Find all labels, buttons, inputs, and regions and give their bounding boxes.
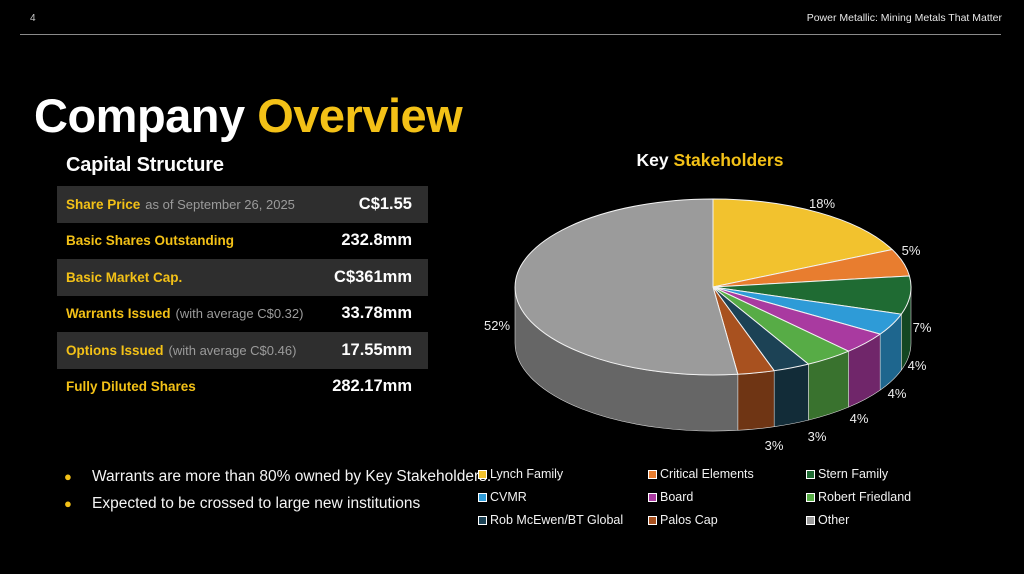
- legend-item: Stern Family: [806, 467, 911, 481]
- table-row-label: Fully Diluted Shares: [66, 379, 196, 395]
- pie-slice-label: 5%: [902, 243, 921, 258]
- table-row: Share Price as of September 26, 2025 C$1.…: [57, 186, 428, 223]
- pie-slice-label: 7%: [913, 320, 932, 335]
- legend-label: Stern Family: [818, 467, 889, 481]
- pie-slice-label: 4%: [888, 386, 907, 401]
- bullet-dot-icon: ●: [64, 496, 72, 511]
- pie-slice-side: [773, 363, 809, 427]
- table-row-label: Warrants Issued (with average C$0.32): [66, 306, 304, 322]
- legend-label: Lynch Family: [490, 467, 564, 481]
- stakeholders-heading-stakeholders: Stakeholders: [673, 150, 784, 170]
- table-row-value: 282.17mm: [332, 377, 412, 396]
- pie-slice-label: 4%: [908, 358, 927, 373]
- pie-slice-label: 4%: [850, 411, 869, 426]
- legend-item: Rob McEwen/BT Global: [478, 513, 648, 527]
- legend-item: Palos Cap: [648, 513, 806, 527]
- header-brand-text: Power Metallic: Mining Metals That Matte…: [806, 12, 1002, 24]
- bullet-list: ● Warrants are more than 80% owned by Ke…: [64, 463, 491, 517]
- bullet-item: ● Expected to be crossed to large new in…: [64, 490, 491, 517]
- pie-slice-label: 3%: [808, 429, 827, 444]
- table-row: Warrants Issued (with average C$0.32) 33.…: [57, 296, 428, 333]
- legend-label: Robert Friedland: [818, 490, 912, 504]
- pie-slice-label: 3%: [765, 438, 784, 453]
- legend-swatch-icon: [478, 469, 487, 479]
- legend-swatch-icon: [478, 515, 487, 525]
- table-row-label: Share Price as of September 26, 2025: [66, 196, 295, 212]
- legend-label: Other: [818, 513, 850, 527]
- legend-label: Palos Cap: [660, 513, 718, 527]
- page-number: 4: [30, 13, 36, 24]
- page-title: Company Overview: [34, 88, 463, 143]
- legend-swatch-icon: [478, 492, 487, 502]
- legend-label: Rob McEwen/BT Global: [490, 513, 624, 527]
- table-row: Options Issued (with average C$0.46) 17.5…: [57, 332, 428, 369]
- capital-structure-heading: Capital Structure: [66, 154, 224, 176]
- legend-label: CVMR: [490, 490, 527, 504]
- capital-structure-table: Share Price as of September 26, 2025 C$1.…: [57, 186, 428, 405]
- stakeholders-pie-chart: 18%5%7%4%4%4%3%3%52%: [484, 196, 932, 453]
- table-row: Basic Shares Outstanding 232.8mm: [57, 223, 428, 260]
- header-divider: [20, 34, 1001, 35]
- page-title-company: Company: [34, 89, 245, 143]
- table-row-label: Basic Market Cap.: [66, 269, 183, 285]
- stakeholders-heading-key: Key: [636, 150, 669, 170]
- table-row-label: Options Issued (with average C$0.46): [66, 342, 297, 358]
- legend-label: Critical Elements: [660, 467, 754, 481]
- page-title-overview: Overview: [257, 89, 463, 143]
- legend-swatch-icon: [806, 515, 815, 525]
- legend-swatch-icon: [648, 469, 657, 479]
- legend-swatch-icon: [648, 492, 657, 502]
- legend-item: Board: [648, 490, 806, 504]
- pie-legend: Lynch Family Critical Elements Stern Fam…: [478, 467, 911, 527]
- pie-slice: [712, 198, 893, 288]
- bullet-item: ● Warrants are more than 80% owned by Ke…: [64, 463, 491, 490]
- legend-swatch-icon: [806, 492, 815, 502]
- bullet-dot-icon: ●: [64, 469, 72, 484]
- pie-slice-side: [737, 370, 775, 431]
- capital-structure-section: Capital Structure Share Price as of Septe…: [57, 154, 428, 405]
- legend-item: CVMR: [478, 490, 648, 504]
- legend-item: Critical Elements: [648, 467, 806, 481]
- pie-slice-label: 52%: [484, 318, 510, 333]
- table-row-value: C$361mm: [334, 267, 412, 286]
- table-row: Basic Market Cap. C$361mm: [57, 259, 428, 296]
- legend-label: Board: [660, 490, 694, 504]
- table-row-value: 232.8mm: [341, 231, 412, 250]
- pie-slice: [514, 198, 739, 376]
- legend-item: Lynch Family: [478, 467, 648, 481]
- legend-swatch-icon: [648, 515, 657, 525]
- table-row-value: 17.55mm: [341, 340, 412, 359]
- bullet-text: Warrants are more than 80% owned by Key …: [92, 468, 492, 485]
- pie-slice-label: 18%: [809, 196, 835, 211]
- table-row-label: Basic Shares Outstanding: [66, 233, 235, 249]
- table-row: Fully Diluted Shares 282.17mm: [57, 369, 428, 406]
- stakeholders-heading: Key Stakeholders: [460, 150, 960, 171]
- table-row-value: C$1.55: [358, 194, 412, 213]
- legend-item: Other: [806, 513, 911, 527]
- bullet-text: Expected to be crossed to large new inst…: [92, 495, 421, 512]
- legend-swatch-icon: [806, 469, 815, 479]
- table-row-value: 33.78mm: [341, 304, 412, 323]
- legend-item: Robert Friedland: [806, 490, 911, 504]
